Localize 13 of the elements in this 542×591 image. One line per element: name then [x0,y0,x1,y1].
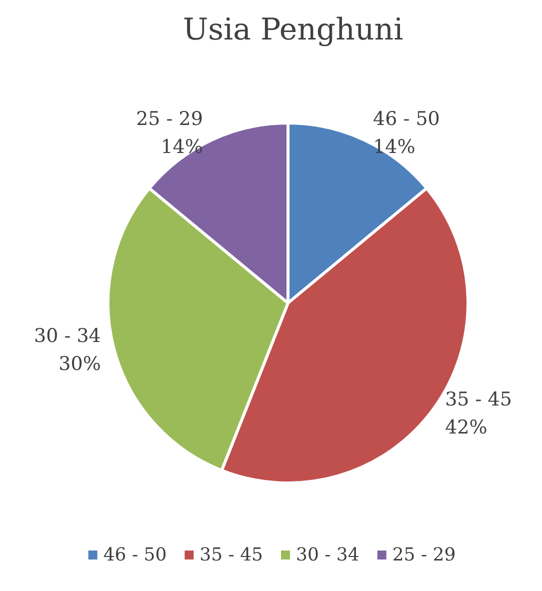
legend-label: 46 - 50 [103,544,167,566]
data-label: 42% [445,416,488,439]
slice-label: 30 - 34 [34,324,101,347]
chart-title: Usia Penghuni [182,12,404,48]
legend-label: 30 - 34 [296,544,360,566]
legend-label: 35 - 45 [200,544,264,566]
slice-label: 35 - 45 [445,388,512,411]
data-label: 14% [373,136,416,158]
data-label: 14% [160,136,203,158]
slice-label: 46 - 50 [373,108,440,130]
legend-label: 25 - 29 [392,544,456,566]
slice-label: 25 - 29 [136,108,203,130]
data-label: 30% [58,352,101,375]
